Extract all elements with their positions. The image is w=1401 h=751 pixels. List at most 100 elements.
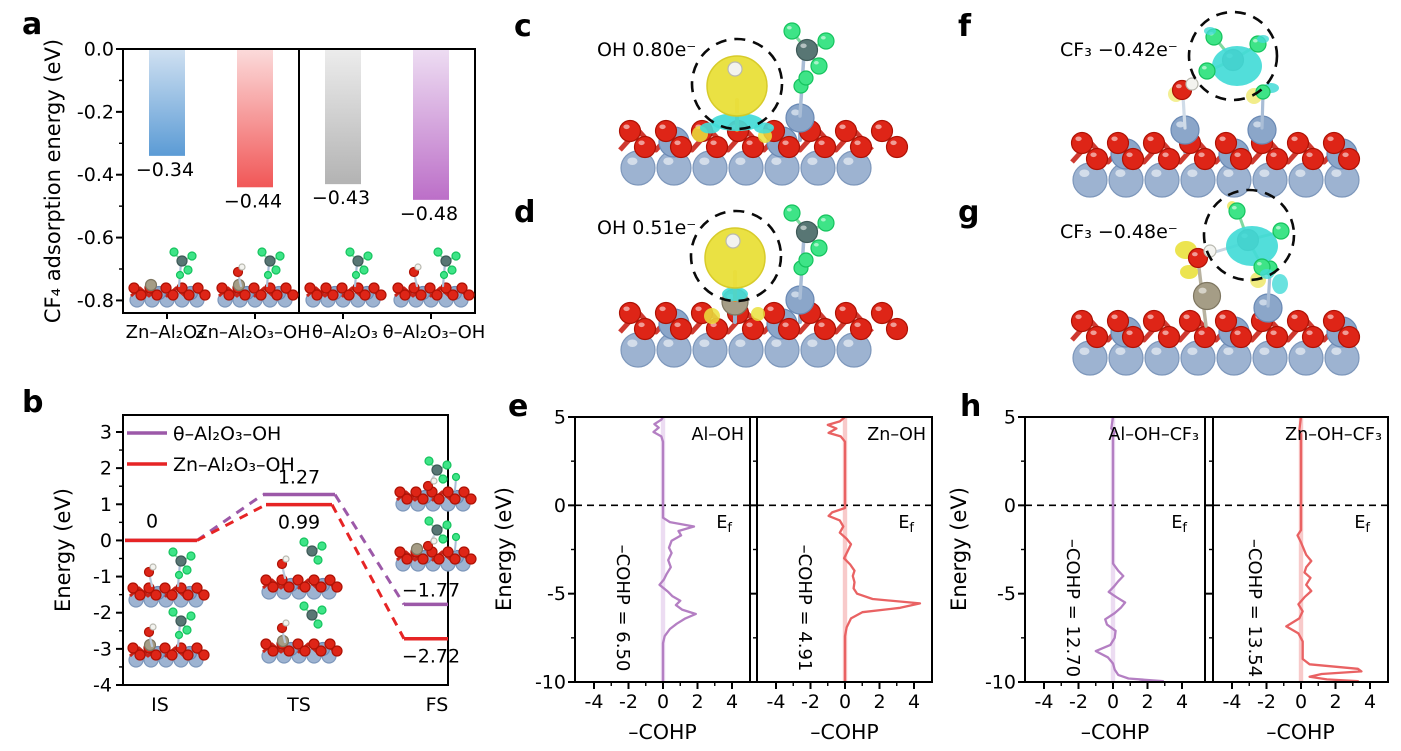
o-atom <box>191 642 203 654</box>
f-atom <box>810 239 828 257</box>
fermi-label: Ef <box>1354 513 1370 536</box>
f-atom <box>317 541 327 551</box>
x-axis-title: –COHP <box>1266 720 1334 744</box>
o-atom <box>1070 309 1094 333</box>
o-atom <box>287 289 299 301</box>
o-atom <box>255 289 267 301</box>
cohp-curve <box>1094 417 1165 682</box>
f-atom <box>810 57 828 75</box>
o-atom <box>741 317 765 341</box>
dashed-highlight-circle <box>690 37 784 131</box>
o-atom <box>343 289 355 301</box>
y-tick-label: -4 <box>93 675 112 697</box>
o-atom <box>191 582 203 594</box>
o-atom <box>192 282 204 294</box>
o-atom <box>134 649 146 661</box>
f-atom <box>447 265 457 275</box>
f-atom <box>451 251 461 261</box>
o-atom <box>465 553 477 565</box>
o-atom <box>159 642 171 654</box>
x-category-label: Zn–Al₂O₃ <box>126 322 205 343</box>
o-atom <box>394 546 406 558</box>
o-atom <box>324 638 336 650</box>
h-atom <box>149 623 157 631</box>
c-atom <box>795 38 819 62</box>
x-tick-label: -4 <box>585 691 604 713</box>
structure-c-label: OH 0.80e⁻ <box>597 39 697 61</box>
zero-band <box>660 417 666 682</box>
y-tick-label: 5 <box>554 407 566 429</box>
o-atom <box>1178 309 1202 333</box>
f-atom <box>359 265 369 275</box>
o-atom <box>299 645 311 657</box>
y-tick-label: -3 <box>93 638 112 660</box>
c-atom <box>306 609 318 621</box>
zero-band <box>842 417 848 682</box>
y-axis-title: CF₄ adsorption energy (eV) <box>41 39 65 323</box>
o-atom <box>1106 309 1130 333</box>
o-atom <box>392 282 404 294</box>
o-atom <box>1265 147 1289 171</box>
y-tick-label: 3 <box>100 421 112 443</box>
level-label: 0.99 <box>278 512 320 534</box>
o-atom <box>401 553 413 565</box>
c-atom <box>264 255 276 267</box>
o-atom <box>331 581 343 593</box>
fermi-label: Ef <box>716 513 732 536</box>
o-atom <box>401 493 413 505</box>
o-atom <box>762 301 786 325</box>
structure-g-label: CF₃ −0.48e⁻ <box>1060 221 1178 243</box>
o-atom <box>1214 131 1238 155</box>
f-atom <box>182 565 192 575</box>
y-tick-label: -5 <box>547 583 566 605</box>
o-atom <box>442 546 454 558</box>
x-station-label: IS <box>151 694 169 716</box>
o-atom <box>1214 309 1238 333</box>
icohp-label: –COHP = 4.91 <box>794 545 815 672</box>
f-atom <box>783 22 801 40</box>
legend-label: θ–Al₂O₃–OH <box>173 423 281 445</box>
x-station-label: TS <box>286 694 311 716</box>
bar-value-label: −0.48 <box>400 203 458 225</box>
o-atom <box>431 289 443 301</box>
o-atom <box>292 574 304 586</box>
o-atom <box>134 589 146 601</box>
panel-h-letter: h <box>960 389 982 424</box>
o-atom <box>834 301 858 325</box>
x-tick-label: 2 <box>1329 691 1341 713</box>
o-atom <box>1157 325 1181 349</box>
o-atom <box>271 289 283 301</box>
o-atom <box>182 649 194 661</box>
o-atom <box>280 282 292 294</box>
f-atom <box>438 474 448 484</box>
icohp-label: –COHP = 6.50 <box>612 545 633 672</box>
o-atom <box>654 301 678 325</box>
o-atom <box>299 581 311 593</box>
o-atom <box>151 289 163 301</box>
panel-d-letter: d <box>514 195 536 230</box>
x-tick-label: -2 <box>1257 691 1276 713</box>
o-atom <box>159 582 171 594</box>
x-tick-label: 2 <box>873 691 885 713</box>
o-atom <box>1106 131 1130 155</box>
o-atom <box>1085 147 1109 171</box>
bar <box>325 50 361 185</box>
f-atom <box>439 270 449 280</box>
bar <box>413 50 449 200</box>
f-atom <box>299 537 309 547</box>
o-atom <box>375 289 387 301</box>
f-atom <box>451 532 461 542</box>
o-atom <box>128 282 140 294</box>
o-atom <box>777 135 801 159</box>
o-atom <box>1301 325 1325 349</box>
bar-value-label: −0.34 <box>136 159 194 181</box>
f-atom <box>438 534 448 544</box>
x-tick-label: 4 <box>1364 691 1376 713</box>
cohp-curve <box>1285 417 1363 682</box>
y-tick-label: -10 <box>985 672 1016 694</box>
h-atom <box>725 233 741 249</box>
zn-atom <box>410 542 424 556</box>
f-atom <box>1228 202 1246 220</box>
